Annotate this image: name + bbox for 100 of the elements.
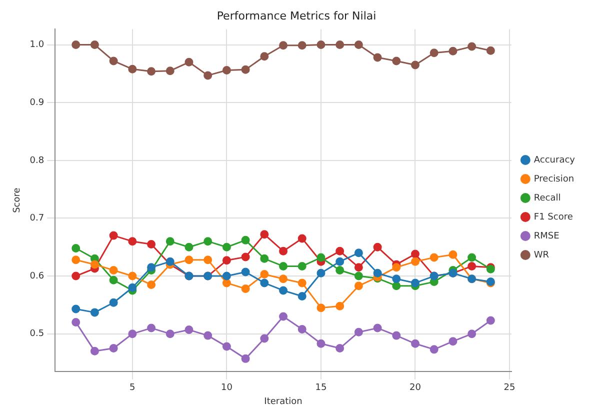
point [373,324,382,332]
point [430,345,438,354]
point [166,257,174,266]
point [448,337,458,346]
legend-label: WR [534,250,550,260]
point [90,260,99,269]
point [260,52,269,61]
point [392,274,401,284]
x-tick-label: 5 [130,383,136,394]
point [109,56,118,66]
point [392,263,401,272]
point [392,282,401,290]
point [336,266,344,274]
point [279,312,288,321]
point [72,244,80,253]
point [298,262,306,270]
point [411,60,420,70]
point [468,262,476,270]
point [354,272,363,280]
point [72,318,80,327]
point [336,344,344,353]
point [184,256,194,264]
point [166,66,174,76]
point [336,40,344,50]
point [316,339,326,348]
legend-label: Recall [534,193,561,204]
point [109,344,118,353]
point [128,237,137,246]
point [260,254,269,263]
point [128,330,137,338]
y-tick-label: 0.5 [30,329,44,340]
point [166,330,174,338]
point [222,256,231,265]
x-axis-title: Iteration [264,396,302,407]
legend-label: F1 Score [534,212,574,222]
point [411,339,420,348]
point [128,272,137,280]
point [241,252,250,262]
point [184,58,194,66]
point [260,270,269,279]
point [430,48,438,58]
point [147,67,156,76]
point [336,246,344,256]
point [468,42,476,51]
point [90,308,99,317]
x-tick-label: 10 [220,383,233,394]
legend-label: Precision [534,174,574,184]
point [373,242,382,252]
point [241,284,250,293]
point [411,257,420,266]
point [316,253,326,262]
point [109,276,118,284]
point [298,234,306,243]
point [128,283,137,292]
point [109,266,118,274]
x-tick-label: 25 [504,383,516,394]
point [468,253,476,262]
point [72,40,80,50]
point [222,242,231,252]
point [392,56,401,66]
point [279,274,288,284]
point [298,292,306,301]
point [486,46,495,55]
point [147,240,156,248]
point [411,278,420,288]
point [222,272,231,280]
point [298,278,306,288]
point [316,40,326,50]
point [147,280,156,289]
y-tick-label: 0.6 [30,271,44,282]
point [279,41,288,50]
point [279,262,288,270]
point [392,331,401,340]
point [260,278,269,288]
point [373,53,382,62]
y-tick-label: 0.8 [30,156,44,166]
point [316,268,326,278]
point [241,65,250,74]
x-tick-label: 20 [410,383,422,394]
point [354,282,363,290]
point [147,324,156,332]
legend-label: Accuracy [534,155,576,166]
point [316,304,326,312]
point [430,253,438,262]
point [354,248,363,258]
point [90,346,99,356]
point [204,237,212,246]
point [128,64,137,74]
point [448,250,458,259]
point [354,263,363,272]
x-tick-label: 15 [315,383,327,394]
point [184,242,194,252]
point [279,246,288,256]
point [468,330,476,338]
point [354,328,363,336]
point [204,71,212,80]
point [166,237,174,246]
point [204,331,212,340]
point [109,231,118,240]
y-axis-title: Score [12,187,23,213]
